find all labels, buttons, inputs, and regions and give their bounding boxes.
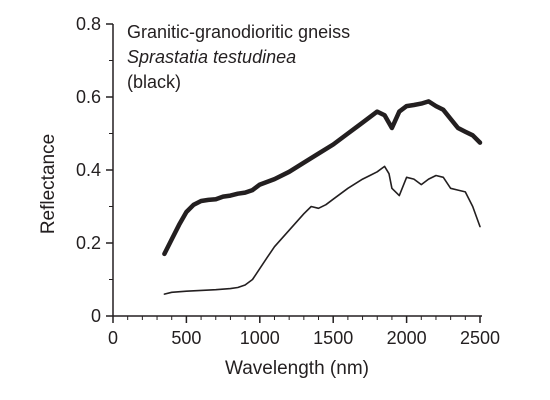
x-axis-label: Wavelength (nm)	[225, 358, 369, 379]
series-line-2	[163, 165, 481, 295]
chart-annotation-line-2: Sprastatia testudinea	[127, 47, 296, 67]
axes	[112, 24, 482, 317]
x-tick-label: 1000	[240, 328, 280, 348]
x-tick-label: 2500	[460, 328, 500, 348]
y-tick-label: 0.2	[76, 233, 101, 253]
y-tick-label: 0.8	[76, 14, 101, 34]
y-tick-label: 0.4	[76, 160, 101, 180]
y-tick-label: 0	[91, 306, 101, 326]
y-ticks: 0 0.2 0.4 0.6 0.8	[76, 14, 113, 326]
chart-annotation-line-3: (black)	[127, 72, 181, 92]
series-layer	[162, 99, 483, 295]
series-line-1	[162, 99, 483, 257]
y-tick-label: 0.6	[76, 87, 101, 107]
x-tick-label: 1500	[313, 328, 353, 348]
y-axis-label: Reflectance	[38, 134, 59, 234]
chart-annotation-line-1: Granitic-granodioritic gneiss	[127, 22, 350, 42]
x-ticks: 0 500 1000 1500 2000 2500	[108, 316, 500, 348]
x-tick-label: 500	[171, 328, 201, 348]
x-tick-label: 0	[108, 328, 118, 348]
x-tick-label: 2000	[387, 328, 427, 348]
